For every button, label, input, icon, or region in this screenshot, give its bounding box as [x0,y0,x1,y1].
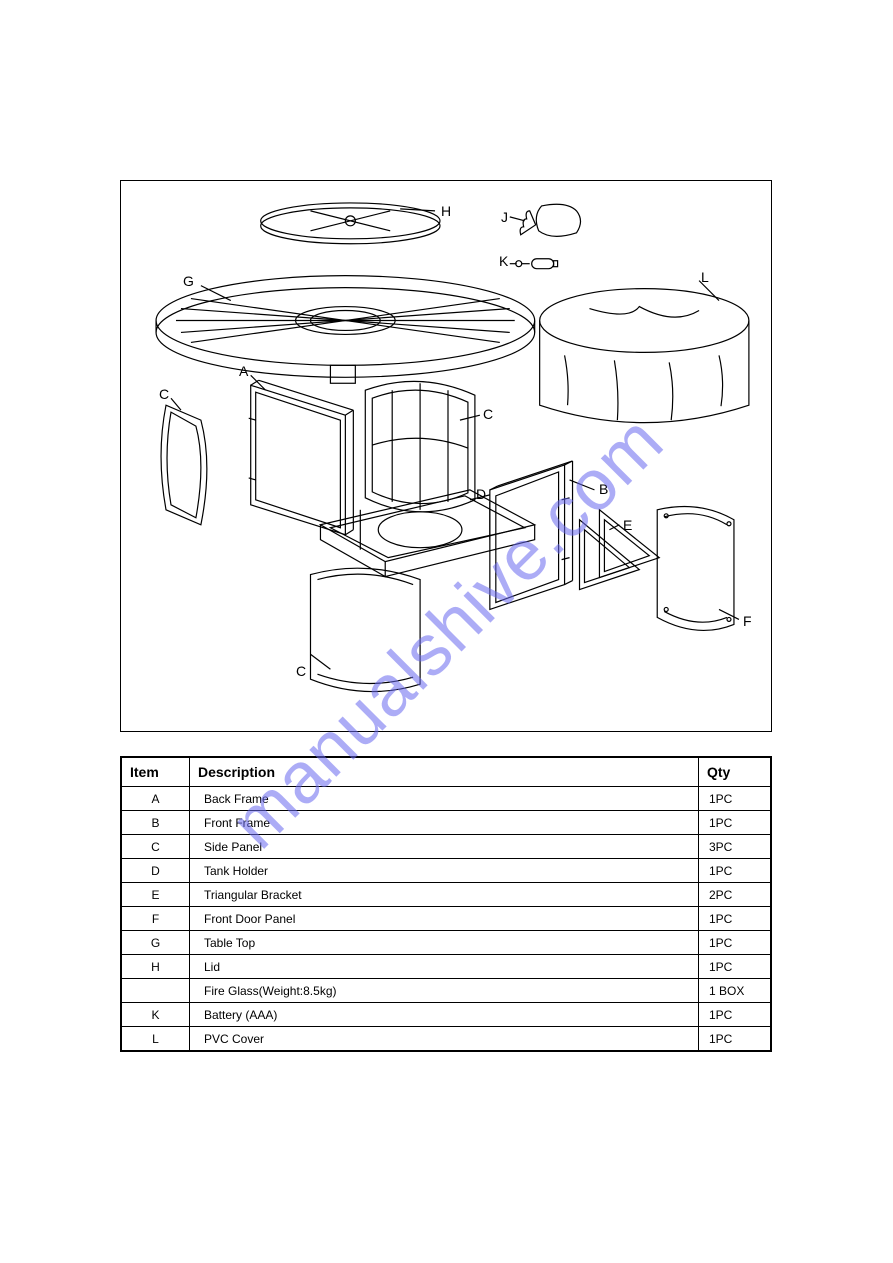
cell-qty: 1PC [699,1027,771,1051]
label-c1: C [159,386,169,402]
table-header-row: Item Description Qty [122,758,771,787]
cell-qty: 3PC [699,835,771,859]
label-c2: C [483,406,493,422]
cell-item: D [122,859,190,883]
cell-item: G [122,931,190,955]
cell-description: Tank Holder [190,859,699,883]
cell-qty: 2PC [699,883,771,907]
table-row: ABack Frame1PC [122,787,771,811]
cell-item: H [122,955,190,979]
cell-description: Triangular Bracket [190,883,699,907]
label-f: F [743,613,752,629]
cell-description: PVC Cover [190,1027,699,1051]
cell-description: Side Panel [190,835,699,859]
cell-qty: 1 BOX [699,979,771,1003]
exploded-diagram: H J K L G A C C D B E F C [120,180,772,732]
cell-item: C [122,835,190,859]
table-row: CSide Panel3PC [122,835,771,859]
cell-item: A [122,787,190,811]
label-d: D [476,486,486,502]
cell-qty: 1PC [699,955,771,979]
table-row: FFront Door Panel1PC [122,907,771,931]
parts-table: Item Description Qty ABack Frame1PCBFron… [121,757,771,1051]
label-a: A [239,363,248,379]
label-g: G [183,273,194,289]
cell-description: Battery (AAA) [190,1003,699,1027]
cell-qty: 1PC [699,907,771,931]
label-e: E [623,517,632,533]
cell-description: Table Top [190,931,699,955]
table-row: HLid1PC [122,955,771,979]
table-row: ETriangular Bracket2PC [122,883,771,907]
table-row: KBattery (AAA)1PC [122,1003,771,1027]
label-c3: C [296,663,306,679]
header-description: Description [190,758,699,787]
cell-item: B [122,811,190,835]
cell-item [122,979,190,1003]
cell-item: F [122,907,190,931]
cell-qty: 1PC [699,1003,771,1027]
table-row: Fire Glass(Weight:8.5kg)1 BOX [122,979,771,1003]
cell-item: L [122,1027,190,1051]
cell-description: Front Frame [190,811,699,835]
cell-description: Fire Glass(Weight:8.5kg) [190,979,699,1003]
header-qty: Qty [699,758,771,787]
cell-qty: 1PC [699,859,771,883]
cell-qty: 1PC [699,931,771,955]
table-row: DTank Holder1PC [122,859,771,883]
cell-item: K [122,1003,190,1027]
cell-qty: 1PC [699,787,771,811]
cell-description: Back Frame [190,787,699,811]
label-k: K [499,253,508,269]
page-content: H J K L G A C C D B E F C Item Descripti… [0,0,893,1052]
table-row: BFront Frame1PC [122,811,771,835]
table-row: LPVC Cover1PC [122,1027,771,1051]
label-b: B [599,481,608,497]
cell-qty: 1PC [699,811,771,835]
table-row: GTable Top1PC [122,931,771,955]
cell-description: Lid [190,955,699,979]
parts-table-container: Item Description Qty ABack Frame1PCBFron… [120,756,772,1052]
header-item: Item [122,758,190,787]
cell-item: E [122,883,190,907]
cell-description: Front Door Panel [190,907,699,931]
label-h: H [441,203,451,219]
label-l: L [701,269,709,285]
label-j: J [501,209,508,225]
